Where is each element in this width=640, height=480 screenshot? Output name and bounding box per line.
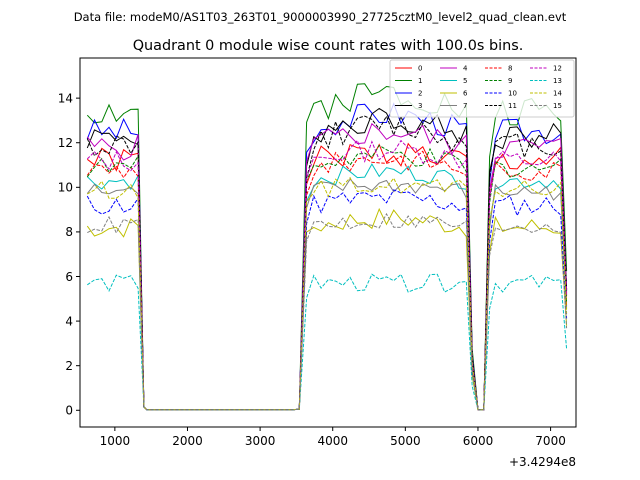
legend-label-6: 6	[463, 90, 468, 98]
y-tick-label: 14	[58, 91, 73, 105]
y-tick-label: 8	[65, 225, 73, 239]
x-tick-label: 1000	[100, 434, 131, 448]
x-axis: 1000 2000 3000 4000 5000 6000 7000	[100, 427, 566, 448]
series-line-14	[87, 176, 568, 411]
legend-label-3: 3	[418, 102, 422, 110]
series-line-15	[87, 212, 568, 411]
x-offset-label: +3.4294e8	[509, 455, 576, 469]
legend-box	[389, 59, 575, 118]
legend-label-10: 10	[508, 90, 517, 98]
x-tick-label: 4000	[317, 434, 348, 448]
x-tick-label: 2000	[172, 434, 203, 448]
legend-label-14: 14	[553, 90, 562, 98]
x-tick-label: 5000	[390, 434, 421, 448]
y-tick-label: 2	[65, 359, 73, 373]
plot-frame	[79, 57, 577, 428]
x-tick-label: 6000	[463, 434, 494, 448]
legend-label-2: 2	[418, 90, 422, 98]
y-tick-label: 0	[65, 404, 73, 418]
legend-label-8: 8	[508, 65, 512, 73]
legend-label-9: 9	[508, 77, 512, 85]
plot-area	[80, 58, 576, 427]
series-layer	[86, 83, 568, 411]
chart-title: Quadrant 0 module wise count rates with …	[133, 38, 524, 54]
legend-label-5: 5	[463, 77, 467, 85]
legend-label-0: 0	[418, 65, 422, 73]
legend-label-11: 11	[508, 102, 517, 110]
legend-label-1: 1	[418, 77, 422, 85]
y-tick-label: 10	[58, 181, 73, 195]
series-line-8	[86, 150, 568, 411]
y-tick-label: 12	[58, 136, 73, 150]
legend-label-4: 4	[463, 65, 468, 73]
x-tick-label: 3000	[245, 434, 276, 448]
legend-label-12: 12	[553, 65, 562, 73]
y-tick-label: 6	[65, 270, 73, 284]
legend-label-15: 15	[553, 102, 562, 110]
y-tick-label: 4	[65, 314, 73, 328]
x-tick-label: 7000	[535, 434, 566, 448]
legend-label-13: 13	[553, 77, 562, 85]
y-axis: 0 2 4 6 8 10 12 14	[58, 91, 80, 418]
data-file-label: Data file: modeM0/AS1T03_263T01_90000039…	[74, 10, 567, 24]
legend-label-7: 7	[463, 102, 467, 110]
